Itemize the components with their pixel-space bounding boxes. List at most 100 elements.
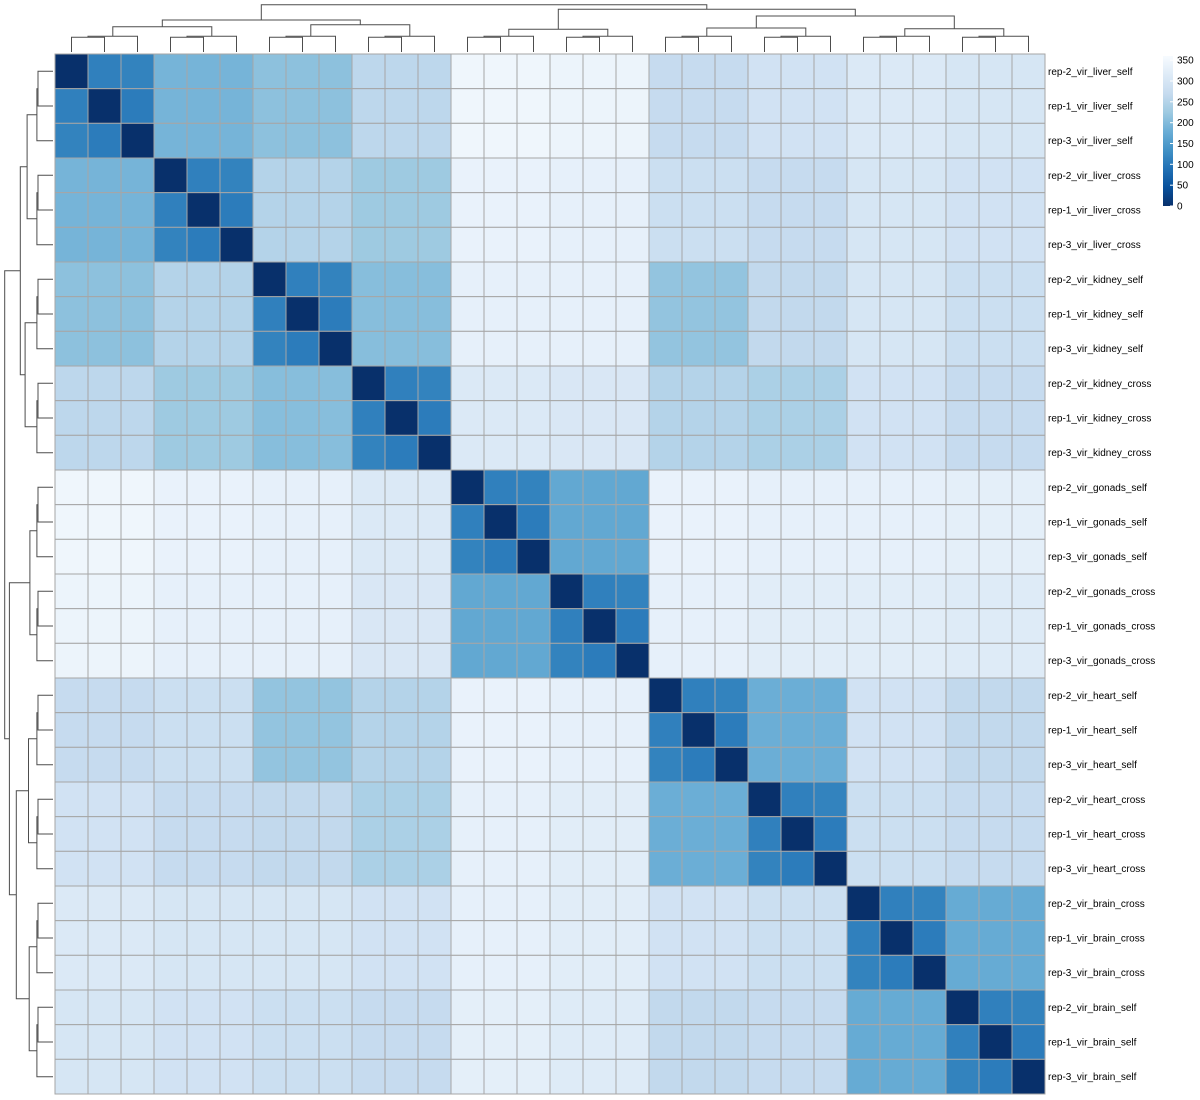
heatmap-cell (945, 504, 980, 540)
heatmap-cell (945, 816, 980, 852)
heatmap-cell (813, 712, 848, 748)
heatmap-cell (582, 677, 617, 714)
heatmap-cell (252, 608, 287, 644)
heatmap-cell (351, 989, 386, 1026)
heatmap-cell (681, 746, 716, 783)
heatmap-cell (120, 677, 155, 714)
heatmap-cell (978, 920, 1013, 956)
heatmap-cell (714, 53, 749, 90)
heatmap-cell (912, 53, 947, 90)
heatmap-cell (153, 642, 188, 679)
heatmap-cell (846, 122, 881, 159)
heatmap-cell (87, 677, 122, 714)
heatmap-cell (978, 400, 1013, 436)
heatmap-cell (219, 365, 254, 402)
heatmap-cell (978, 157, 1013, 194)
heatmap-cell (219, 677, 254, 714)
heatmap-cell (846, 330, 881, 367)
legend-tick-label: 300 (1177, 77, 1194, 88)
heatmap-cell (1011, 573, 1046, 610)
heatmap-cell (252, 712, 287, 748)
heatmap-cell (417, 1058, 452, 1095)
heatmap-cell (681, 88, 716, 124)
heatmap-cell (252, 677, 287, 714)
heatmap-cell (483, 400, 518, 436)
heatmap-cell (582, 746, 617, 783)
heatmap-cell (813, 469, 848, 506)
heatmap-cell (648, 504, 683, 540)
heatmap-cell (318, 954, 353, 991)
column-dendrogram-branch (780, 35, 831, 52)
heatmap-cell (219, 712, 254, 748)
heatmap-cell (87, 226, 122, 263)
heatmap-cell (780, 850, 815, 887)
heatmap-cell (1011, 677, 1046, 714)
heatmap-cell (351, 1058, 386, 1095)
heatmap-cell (219, 642, 254, 679)
heatmap-cell (87, 400, 122, 436)
heatmap-cell (879, 469, 914, 506)
heatmap-cell (549, 920, 584, 956)
heatmap-cell (252, 538, 287, 575)
row-label: rep-1_vir_kidney_self (1048, 310, 1143, 321)
heatmap-cell (615, 850, 650, 887)
heatmap-cell (582, 157, 617, 194)
heatmap-cell (351, 954, 386, 991)
heatmap-cell (1011, 1024, 1046, 1060)
heatmap-cell (417, 469, 452, 506)
heatmap-cell (252, 88, 287, 124)
heatmap-cell (516, 330, 551, 367)
heatmap-cell (582, 122, 617, 159)
heatmap-cell (912, 88, 947, 124)
heatmap-cell (54, 677, 89, 714)
heatmap-cell (153, 53, 188, 90)
row-label: rep-3_vir_brain_self (1048, 1072, 1137, 1083)
heatmap-cell (912, 469, 947, 506)
heatmap-cell (945, 885, 980, 922)
heatmap-cell (747, 365, 782, 402)
heatmap-cell (120, 122, 155, 159)
heatmap-cell (1011, 88, 1046, 124)
heatmap-cell (153, 469, 188, 506)
heatmap-cell (351, 504, 386, 540)
heatmap-cell (747, 226, 782, 263)
heatmap-cell (681, 122, 716, 159)
heatmap-cell (384, 885, 419, 922)
heatmap-cell (120, 781, 155, 818)
heatmap-cell (978, 469, 1013, 506)
heatmap-cell (978, 122, 1013, 159)
heatmap-cell (285, 677, 320, 714)
heatmap-cell (714, 330, 749, 367)
heatmap-cell (714, 88, 749, 124)
heatmap-cell (417, 920, 452, 956)
heatmap-cell (186, 1024, 221, 1060)
heatmap-cell (912, 1024, 947, 1060)
heatmap-cell (54, 53, 89, 90)
heatmap-cell (318, 434, 353, 471)
heatmap-cell (846, 365, 881, 402)
heatmap-cell (516, 712, 551, 748)
heatmap-cell (417, 157, 452, 194)
column-dendrogram-branch (904, 28, 1005, 37)
heatmap-cell (945, 88, 980, 124)
heatmap-cell (516, 677, 551, 714)
heatmap-cell (549, 192, 584, 228)
heatmap-cell (681, 296, 716, 332)
heatmap-cell (879, 573, 914, 610)
heatmap-cell (615, 296, 650, 332)
heatmap-cell (714, 573, 749, 610)
heatmap-cell (351, 330, 386, 367)
heatmap-cell (879, 157, 914, 194)
heatmap-cell (384, 712, 419, 748)
heatmap-cell (714, 850, 749, 887)
heatmap-cell (747, 954, 782, 991)
heatmap-cell (87, 712, 122, 748)
heatmap-cell (351, 226, 386, 263)
heatmap-cell (1011, 226, 1046, 263)
heatmap-cell (384, 192, 419, 228)
heatmap-cell (318, 608, 353, 644)
heatmap-cell (351, 816, 386, 852)
heatmap-cell (780, 1024, 815, 1060)
heatmap-cell (252, 1058, 287, 1095)
